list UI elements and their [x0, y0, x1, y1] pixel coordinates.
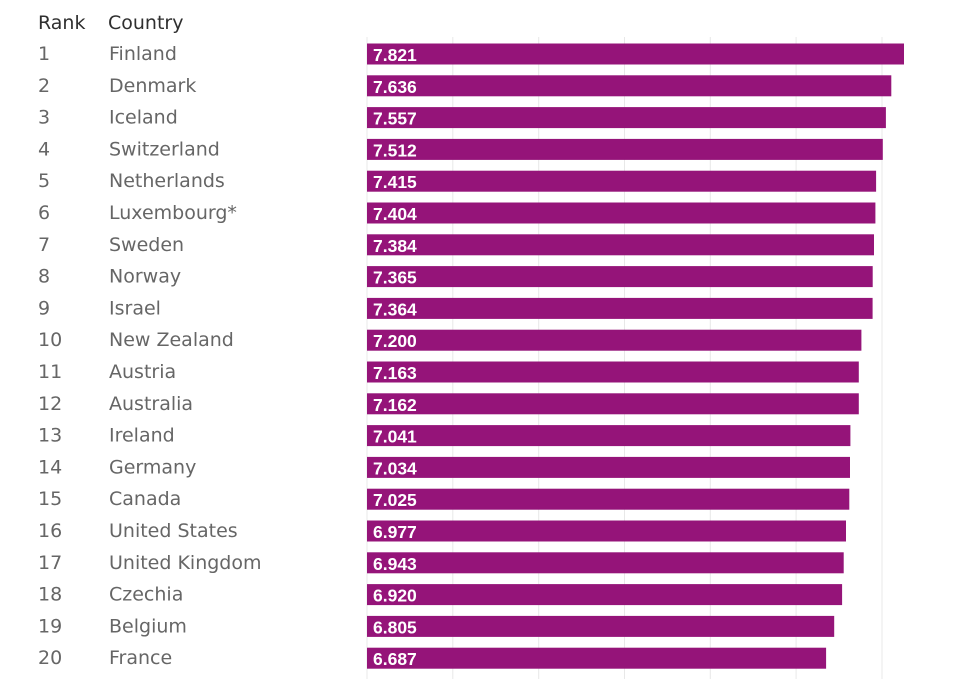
bar	[367, 234, 874, 256]
rank-label: 20	[38, 647, 62, 669]
bar	[367, 138, 883, 160]
country-label: Luxembourg*	[109, 202, 237, 224]
bar-value-label: 7.200	[373, 331, 417, 351]
country-label: Iceland	[109, 107, 178, 129]
rank-label: 15	[38, 488, 62, 510]
country-label: Sweden	[109, 234, 184, 256]
bar-value-label: 7.636	[373, 77, 417, 97]
country-label: Czechia	[109, 584, 183, 606]
rank-column-header: Rank	[38, 12, 86, 34]
bar-value-label: 7.415	[373, 172, 417, 192]
rank-label: 13	[38, 425, 62, 447]
bar	[367, 266, 873, 288]
bar-value-label: 6.687	[373, 649, 417, 669]
bar-value-label: 7.404	[373, 204, 417, 224]
bar	[367, 552, 844, 574]
country-label: Switzerland	[109, 138, 220, 160]
country-label: Germany	[109, 456, 196, 478]
rank-label: 8	[38, 266, 50, 288]
bar	[367, 456, 850, 478]
bar	[367, 107, 886, 129]
bar-value-label: 7.162	[373, 395, 417, 415]
bar	[367, 647, 827, 669]
rank-label: 4	[38, 138, 50, 160]
rank-label: 7	[38, 234, 50, 256]
rank-label: 12	[38, 393, 62, 415]
bar	[367, 425, 851, 447]
bar	[367, 393, 859, 415]
rank-label: 1	[38, 43, 50, 65]
rank-label: 19	[38, 615, 62, 637]
bar-value-label: 7.025	[373, 490, 417, 510]
country-label: Norway	[109, 266, 181, 288]
bar	[367, 615, 835, 637]
country-column-header: Country	[108, 12, 184, 34]
bar	[367, 584, 843, 606]
country-label: United Kingdom	[109, 552, 262, 574]
country-label: Denmark	[109, 75, 196, 97]
bar-value-label: 6.805	[373, 617, 417, 637]
rank-label: 6	[38, 202, 50, 224]
bar	[367, 361, 859, 383]
rank-label: 5	[38, 170, 50, 192]
rank-label: 17	[38, 552, 62, 574]
country-label: France	[109, 647, 172, 669]
bar-value-label: 7.365	[373, 268, 417, 288]
bar-value-label: 7.384	[373, 236, 417, 256]
bar	[367, 520, 846, 542]
bar-value-label: 7.364	[373, 299, 417, 319]
rank-label: 9	[38, 297, 50, 319]
bar-value-label: 7.034	[373, 458, 417, 478]
rank-label: 10	[38, 329, 62, 351]
bar-value-label: 6.977	[373, 522, 417, 542]
rank-label: 2	[38, 75, 50, 97]
country-label: Finland	[109, 43, 177, 65]
bar-value-label: 7.041	[373, 427, 417, 447]
bar	[367, 202, 876, 224]
bar-value-label: 7.821	[373, 45, 417, 65]
country-label: New Zealand	[109, 329, 234, 351]
bar	[367, 170, 877, 192]
rank-label: 14	[38, 456, 62, 478]
country-label: Austria	[109, 361, 176, 383]
country-label: United States	[109, 520, 238, 542]
bar	[367, 43, 904, 65]
rank-label: 16	[38, 520, 62, 542]
rank-label: 11	[38, 361, 62, 383]
country-label: Belgium	[109, 615, 187, 637]
country-label: Israel	[109, 297, 161, 319]
bar	[367, 297, 873, 319]
country-label: Netherlands	[109, 170, 225, 192]
bar-value-label: 7.163	[373, 363, 417, 383]
country-label: Ireland	[109, 425, 175, 447]
country-label: Canada	[109, 488, 181, 510]
bar	[367, 329, 862, 351]
rank-label: 18	[38, 584, 62, 606]
bar-value-label: 7.512	[373, 140, 417, 160]
bar	[367, 488, 850, 510]
bar	[367, 75, 892, 97]
bar-value-label: 6.943	[373, 554, 417, 574]
bar-value-label: 7.557	[373, 109, 417, 129]
country-label: Australia	[109, 393, 193, 415]
bar-value-label: 6.920	[373, 586, 417, 606]
rank-label: 3	[38, 107, 50, 129]
